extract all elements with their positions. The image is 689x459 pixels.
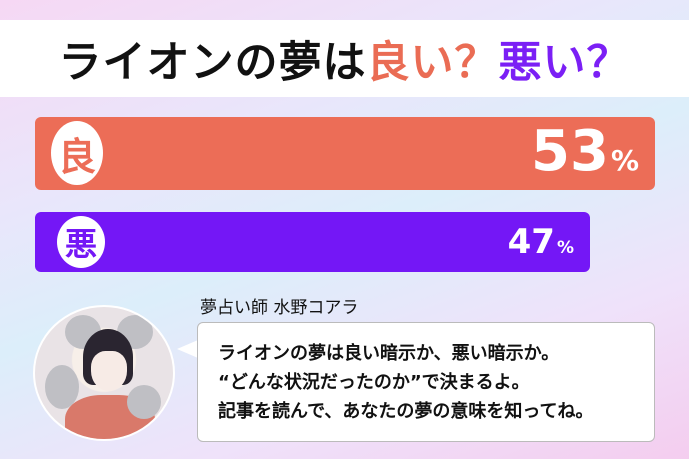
- bubble-tail: [177, 340, 198, 358]
- koala-icon: [127, 385, 161, 419]
- good-percent: 53%: [531, 119, 639, 184]
- bad-badge: 悪: [57, 216, 105, 268]
- advisor-avatar: [33, 305, 175, 441]
- bad-percent: 47%: [508, 222, 574, 262]
- advisor-name: 夢占い師 水野コアラ: [200, 298, 359, 318]
- page-title: ライオンの夢は良い？悪い？: [59, 28, 631, 90]
- message-line: “どんな状況だったのか”で決まるよ。: [218, 372, 530, 393]
- good-badge: 良: [51, 121, 103, 185]
- good-value: 53: [531, 119, 609, 184]
- bad-bar: 悪 47%: [35, 212, 590, 272]
- good-bar: 良 53%: [35, 117, 655, 190]
- bad-value: 47: [507, 222, 555, 262]
- title-bad: 悪い？: [498, 37, 631, 88]
- title-band: ライオンの夢は良い？悪い？: [0, 20, 689, 97]
- percent-unit: %: [556, 238, 574, 258]
- koala-icon: [45, 365, 79, 409]
- percent-unit: %: [610, 144, 639, 177]
- title-good: 良い？: [366, 37, 499, 88]
- title-main: ライオンの夢は: [58, 37, 367, 88]
- face: [91, 351, 127, 391]
- message-line: 記事を読んで、あなたの夢の意味を知ってね。: [218, 401, 594, 422]
- message-line: ライオンの夢は良い暗示か、悪い暗示か。: [218, 343, 560, 364]
- speech-bubble: ライオンの夢は良い暗示か、悪い暗示か。 “どんな状況だったのか”で決まるよ。 記…: [197, 322, 655, 442]
